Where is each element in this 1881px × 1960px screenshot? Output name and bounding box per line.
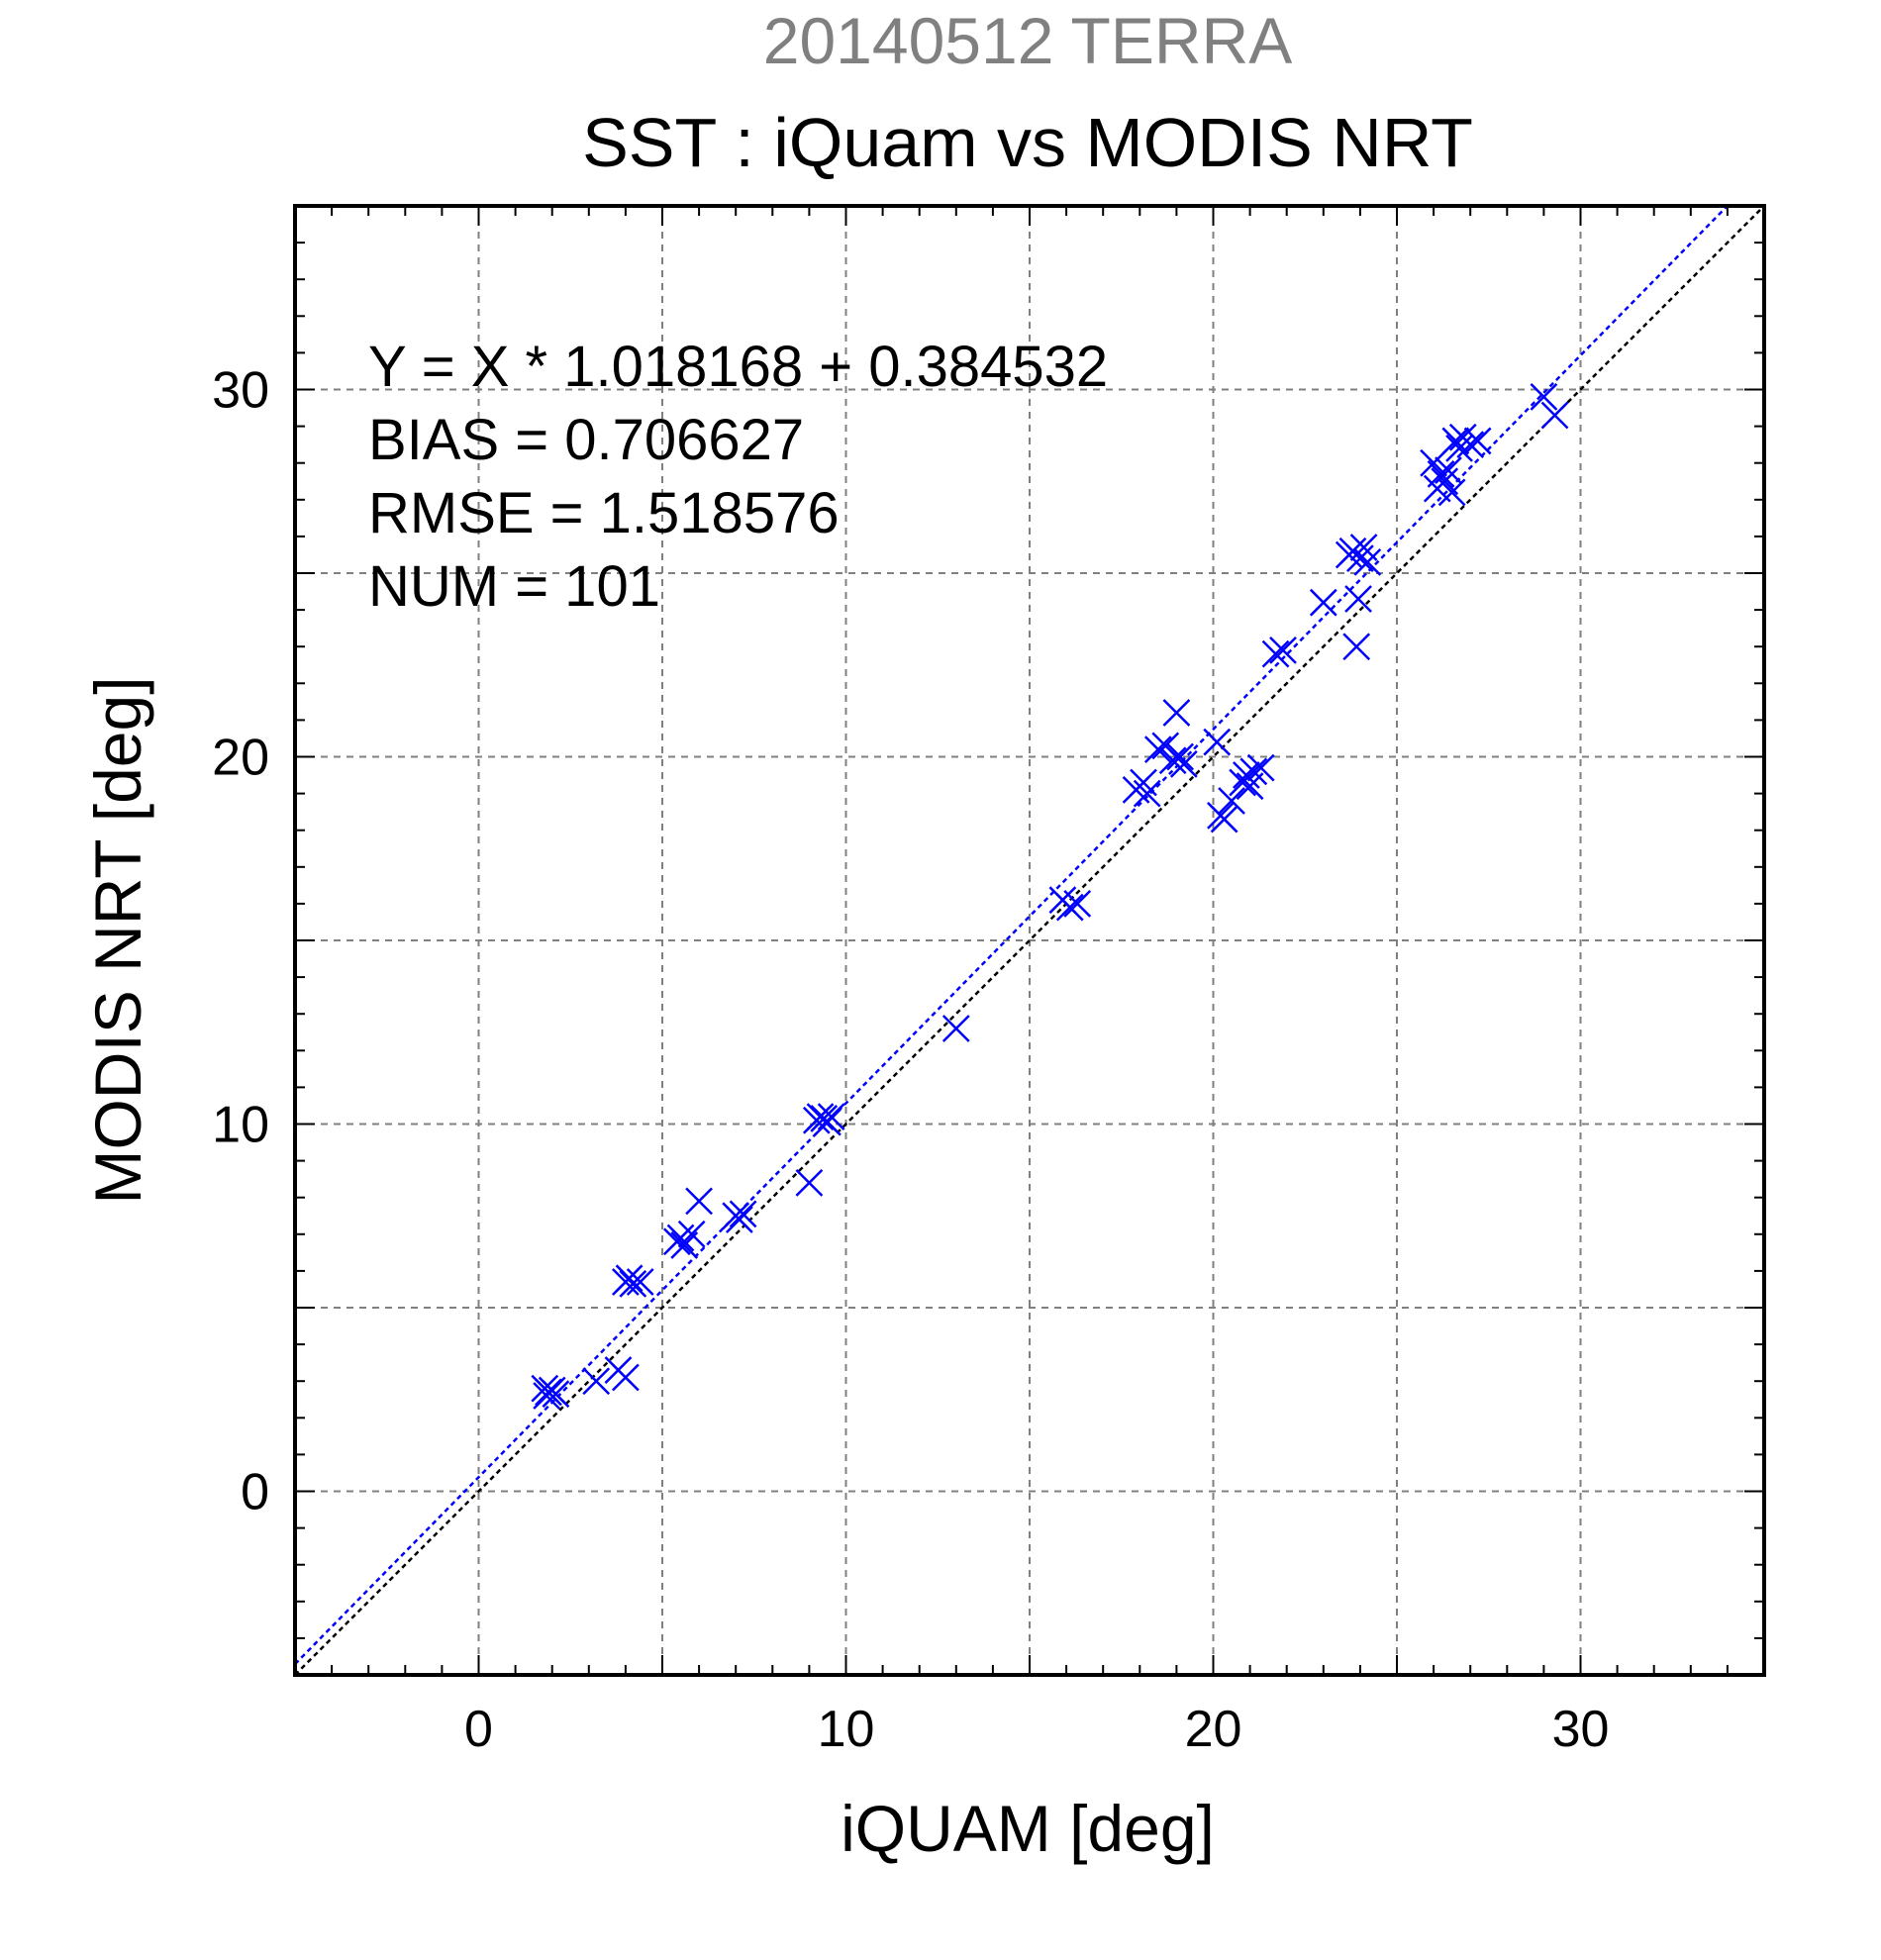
data-point [1346, 544, 1374, 573]
data-point [1218, 787, 1245, 815]
plot-frame [293, 204, 1766, 1677]
data-point [814, 1108, 842, 1136]
data-point [817, 1103, 845, 1130]
data-point [1233, 761, 1260, 789]
x-tick-labels: 0 10 20 30 [464, 1701, 1609, 1758]
data-point [1169, 750, 1198, 778]
data-point [1309, 588, 1337, 617]
y-tick-label: 0 [241, 1464, 269, 1521]
stats-annotation: Y = X * 1.018168 + 0.384532 BIAS = 0.706… [368, 335, 1108, 619]
y-tick-label: 10 [212, 1097, 269, 1154]
y-tick-labels: 0 10 20 30 [212, 362, 269, 1521]
data-point [726, 1206, 753, 1233]
data-point [626, 1268, 654, 1296]
x-tick-label: 30 [1552, 1701, 1610, 1758]
data-point [1210, 805, 1238, 833]
rmse-value: RMSE = 1.518576 [368, 481, 840, 545]
data-point [1166, 742, 1194, 771]
data-point [612, 1363, 640, 1392]
data-point [1158, 746, 1187, 775]
data-point [685, 1187, 713, 1216]
data-point [677, 1220, 706, 1248]
data-point [1239, 757, 1268, 786]
reference-lines [294, 205, 1765, 1676]
data-point [1246, 753, 1275, 782]
data-point [535, 1378, 562, 1407]
data-point [1353, 547, 1382, 576]
data-point [666, 1224, 695, 1252]
data-point [795, 1168, 824, 1197]
x-axis-label: iQUAM [deg] [841, 1792, 1215, 1865]
data-point [1143, 735, 1172, 763]
data-point [806, 1103, 835, 1130]
x-tick-label: 10 [818, 1701, 875, 1758]
data-point [1342, 633, 1371, 661]
data-point [542, 1380, 570, 1409]
data-point [1269, 637, 1297, 664]
num-value: NUM = 101 [368, 554, 660, 619]
data-point [1055, 893, 1084, 922]
data-point [1162, 699, 1191, 727]
y-axis-label: MODIS NRT [deg] [81, 676, 154, 1204]
data-point [1463, 427, 1492, 455]
data-point [533, 1382, 561, 1410]
data-point [1344, 585, 1372, 613]
data-point [1063, 890, 1092, 918]
data-point [1445, 434, 1473, 462]
identity-line [294, 205, 1765, 1676]
y-tick-label: 20 [212, 730, 269, 787]
chart-title: SST : iQuam vs MODIS NRT [582, 104, 1473, 181]
data-point [729, 1200, 757, 1228]
data-point [1203, 728, 1232, 756]
regression-equation: Y = X * 1.018168 + 0.384532 [368, 335, 1108, 399]
data-point [615, 1264, 644, 1293]
data-point [1530, 383, 1558, 411]
x-tick-label: 0 [464, 1701, 493, 1758]
data-point [1456, 431, 1485, 459]
grid-lines [295, 206, 1764, 1675]
x-tick-label: 20 [1185, 1701, 1242, 1758]
data-point [1540, 401, 1569, 430]
bias-value: BIAS = 0.706627 [368, 408, 804, 472]
y-tick-label: 30 [212, 362, 269, 420]
data-point [1261, 639, 1290, 668]
chart-subtitle: 20140512 TERRA [763, 4, 1292, 77]
data-point [582, 1367, 611, 1396]
data-point [1427, 459, 1455, 488]
regression-line [294, 205, 1729, 1665]
data-point [1130, 768, 1157, 797]
data-point [619, 1270, 647, 1298]
data-points [531, 383, 1569, 1410]
data-point [1133, 779, 1161, 808]
data-point [941, 1015, 970, 1042]
data-point [1437, 478, 1466, 507]
